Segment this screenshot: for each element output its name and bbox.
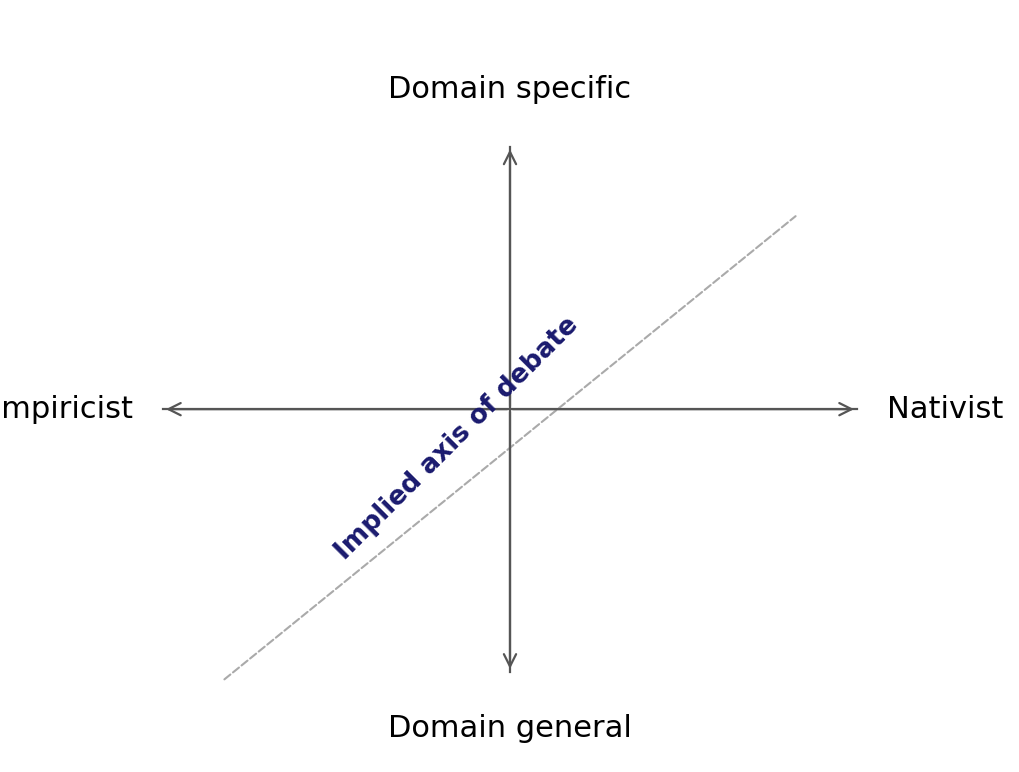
- Text: Implied axis of debate: Implied axis of debate: [330, 312, 583, 565]
- Text: Nativist: Nativist: [887, 394, 1003, 424]
- Text: Domain specific: Domain specific: [388, 75, 631, 104]
- Text: Empiricist: Empiricist: [0, 394, 132, 424]
- Text: Domain general: Domain general: [387, 714, 632, 743]
